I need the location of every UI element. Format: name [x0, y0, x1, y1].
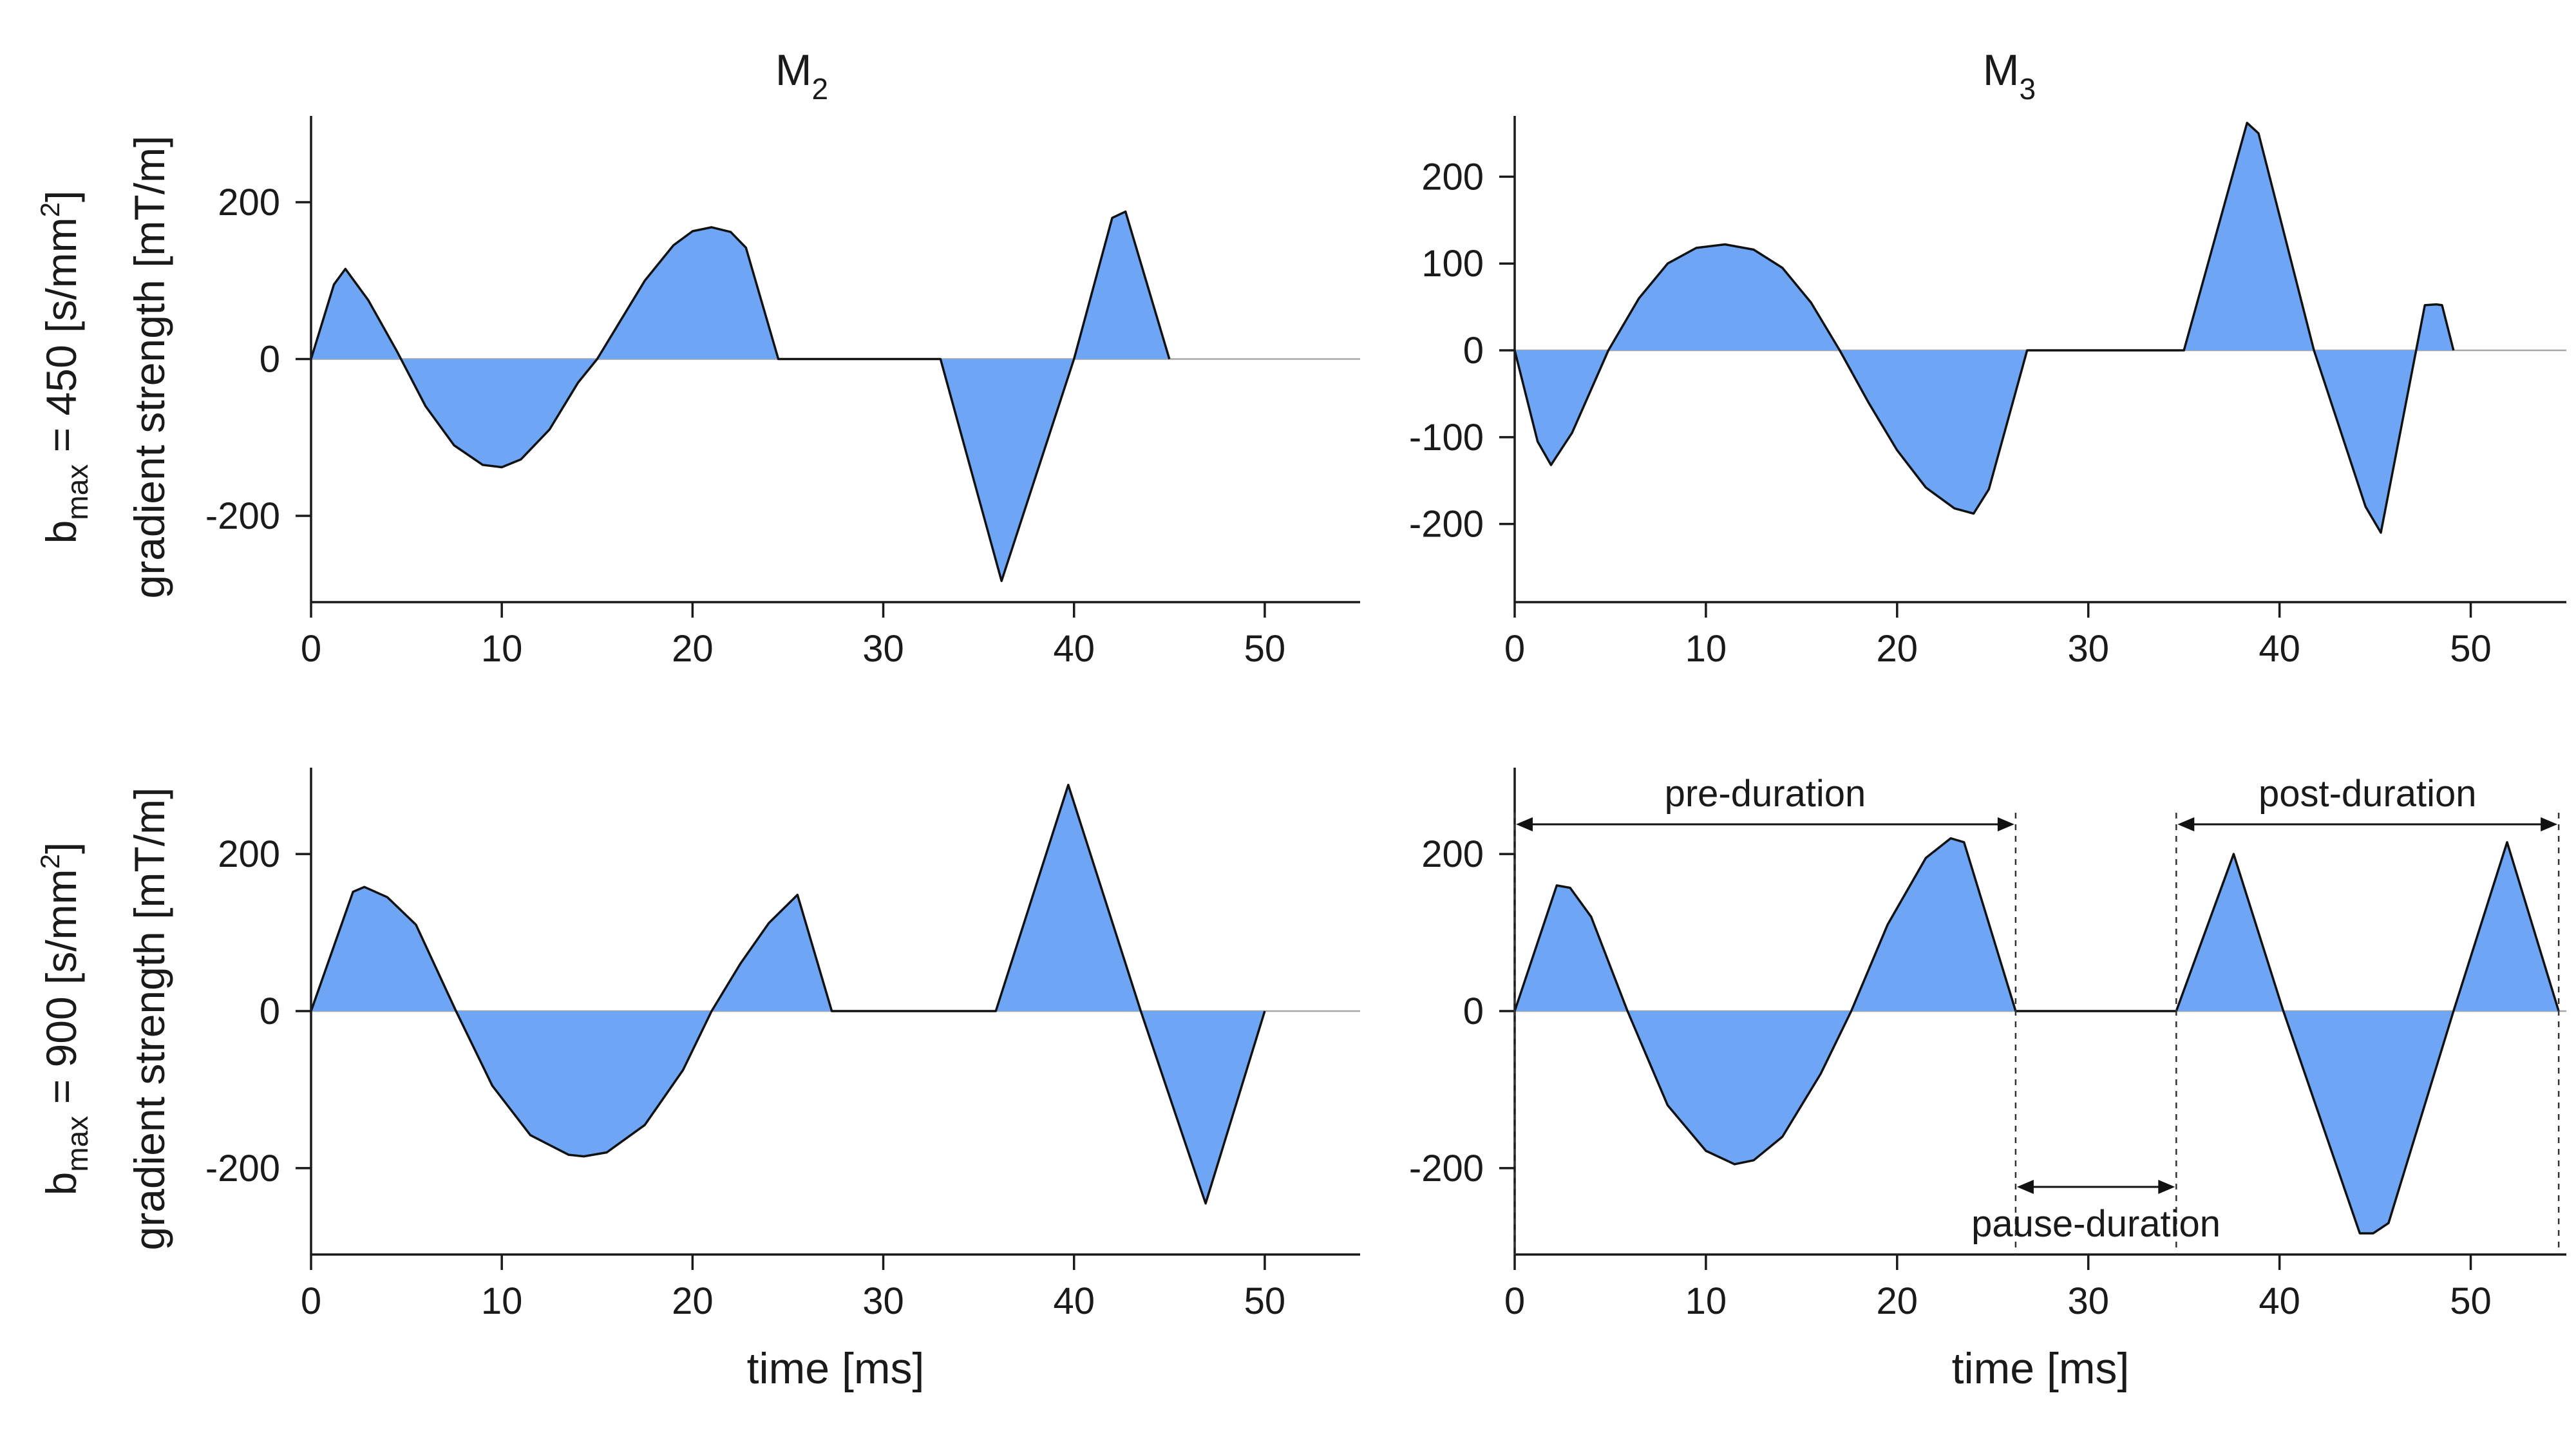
x-tick-label: 30 — [2067, 1280, 2109, 1322]
duration-label: pause-duration — [1971, 1203, 2221, 1245]
y-tick-label: -200 — [205, 1148, 280, 1189]
x-tick-label: 0 — [1504, 1280, 1525, 1322]
row1-ylabel: bmax = 450 [s/mm2] — [35, 191, 94, 544]
x-tick-label: 40 — [2259, 1280, 2300, 1322]
row1-ylabel-2: gradient strength [mT/m] — [126, 136, 173, 599]
panel-m3-b900: 0 10 20 30 40 50 -200 0 200 time [ms] pre-duration… — [1409, 768, 2566, 1393]
panel-m2-b900: 0 10 20 30 40 50 -200 0 200 time [ms] — [205, 768, 1360, 1393]
arrowhead-right-icon — [2158, 1180, 2175, 1194]
panel-m3-b450: 0 10 20 30 40 50 -200 -100 0 100 200 — [1409, 116, 2566, 670]
x-tick-label: 50 — [2450, 628, 2492, 670]
svg-text:gradient strength [mT/m]: gradient strength [mT/m] — [126, 788, 173, 1251]
arrowhead-right-icon — [2541, 817, 2558, 831]
y-tick-label: -200 — [205, 495, 280, 537]
x-tick-label: 10 — [481, 628, 523, 670]
y-tick-label: 200 — [218, 833, 280, 875]
svg-text:bmax = 450 [s/mm2]: bmax = 450 [s/mm2] — [35, 191, 94, 544]
duration-label: post-duration — [2259, 773, 2477, 815]
x-tick-label: 50 — [1244, 628, 1286, 670]
column-title-m3: M3 — [1983, 46, 2036, 106]
row2-ylabel-2: gradient strength [mT/m] — [126, 788, 173, 1251]
x-tick-label: 20 — [672, 1280, 714, 1322]
waveform-area — [1515, 838, 2559, 1234]
x-tick-label: 40 — [1053, 1280, 1095, 1322]
x-axis-label: time [ms] — [1952, 1344, 2130, 1393]
x-tick-label: 20 — [1877, 1280, 1918, 1322]
y-tick-label: 100 — [1421, 243, 1484, 285]
y-tick-label: -200 — [1409, 1148, 1484, 1189]
arrowhead-right-icon — [1997, 817, 2014, 831]
y-tick-label: 200 — [218, 182, 280, 223]
waveform-area — [311, 784, 1265, 1204]
arrowhead-left-icon — [1516, 817, 1533, 831]
waveform-area — [311, 211, 1170, 582]
svg-text:bmax = 900 [s/mm2]: bmax = 900 [s/mm2] — [35, 842, 94, 1196]
y-tick-label: 200 — [1421, 833, 1484, 875]
x-tick-label: 20 — [672, 628, 714, 670]
panel-m2-b450: 0 10 20 30 40 50 -200 0 200 — [205, 116, 1360, 670]
column-title-m2: M2 — [775, 46, 828, 106]
x-tick-label: 10 — [1685, 628, 1727, 670]
waveform-line — [310, 784, 1266, 1205]
x-tick-label: 0 — [1504, 628, 1525, 670]
svg-text:gradient strength [mT/m]: gradient strength [mT/m] — [126, 136, 173, 599]
y-tick-label: -100 — [1409, 417, 1484, 459]
y-tick-label: 0 — [1463, 990, 1484, 1032]
x-tick-label: 10 — [481, 1280, 523, 1322]
x-tick-label: 10 — [1685, 1280, 1727, 1322]
y-tick-label: 200 — [1421, 156, 1484, 198]
x-tick-label: 50 — [2450, 1280, 2492, 1322]
x-tick-label: 0 — [301, 628, 321, 670]
x-tick-label: 20 — [1877, 628, 1918, 670]
duration-label: pre-duration — [1665, 773, 1866, 815]
x-tick-label: 40 — [1053, 628, 1095, 670]
x-tick-label: 30 — [2067, 628, 2109, 670]
y-tick-label: 0 — [260, 990, 280, 1032]
x-tick-label: 0 — [301, 1280, 321, 1322]
x-axis-label: time [ms] — [747, 1344, 925, 1393]
arrowhead-left-icon — [2177, 817, 2195, 831]
x-tick-label: 50 — [1244, 1280, 1286, 1322]
arrowhead-left-icon — [2016, 1180, 2034, 1194]
x-tick-label: 30 — [862, 1280, 904, 1322]
waveform-line — [1513, 837, 2560, 1235]
waveform-line — [1513, 122, 2455, 534]
row2-ylabel: bmax = 900 [s/mm2] — [35, 842, 94, 1196]
x-tick-label: 30 — [862, 628, 904, 670]
waveform-line — [310, 210, 1171, 582]
waveform-area — [1515, 122, 2454, 533]
y-tick-label: 0 — [260, 339, 280, 381]
y-tick-label: -200 — [1409, 504, 1484, 545]
y-tick-label: 0 — [1463, 330, 1484, 372]
x-tick-label: 40 — [2259, 628, 2300, 670]
